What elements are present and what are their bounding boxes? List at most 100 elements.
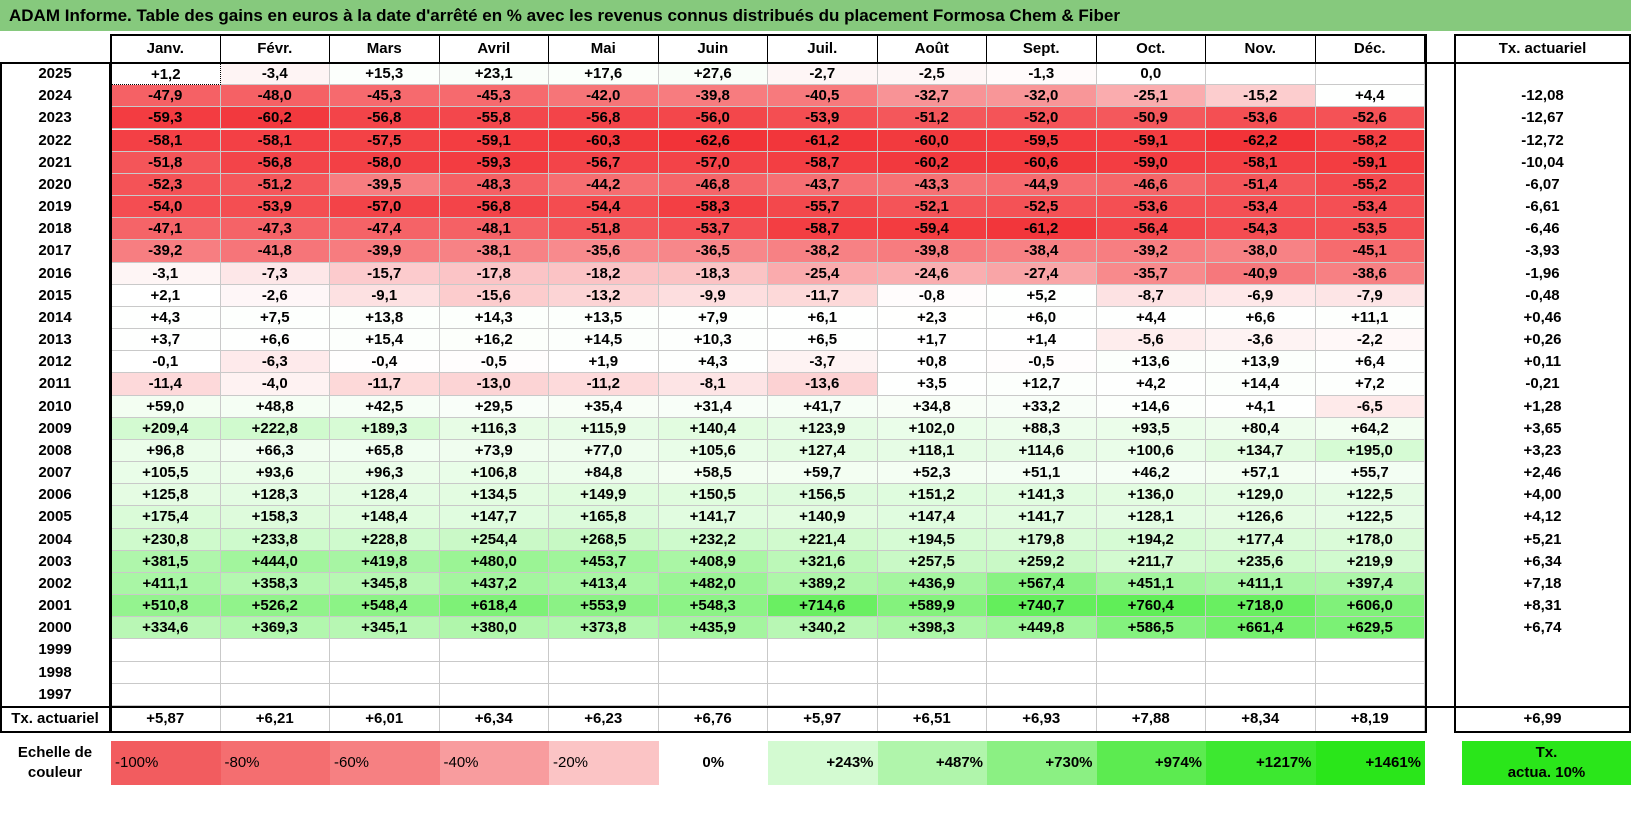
table-cell: -52,0 <box>987 107 1097 130</box>
table-cell: -51,8 <box>549 218 659 241</box>
rate-cell: -0,48 <box>1525 286 1560 304</box>
year-label: 2015 <box>38 286 72 304</box>
table-cell: +35,4 <box>549 395 659 418</box>
table-cell: -15,6 <box>439 284 549 307</box>
table-cell: +129,0 <box>1206 484 1316 507</box>
table-cell: -60,6 <box>987 151 1097 174</box>
table-cell: -59,0 <box>1096 151 1206 174</box>
table-cell: -0,8 <box>877 284 987 307</box>
table-cell <box>1206 683 1316 706</box>
table-cell: +127,4 <box>768 439 878 463</box>
table-cell: +77,0 <box>549 439 659 463</box>
footer-rate: +5,87 <box>111 707 221 731</box>
table-cell: -59,1 <box>1315 151 1425 174</box>
table-cell: +123,9 <box>768 417 878 440</box>
table-cell: +88,3 <box>987 417 1097 440</box>
table-cell: +178,0 <box>1315 528 1425 551</box>
rate-cell: +6,74 <box>1523 619 1562 637</box>
table-cell: +411,1 <box>111 572 221 596</box>
table-cell: +150,5 <box>658 484 768 507</box>
table-cell <box>768 639 878 662</box>
table-cell: +100,6 <box>1096 439 1206 463</box>
year-label: 2009 <box>38 419 72 437</box>
table-cell: -0,4 <box>330 351 440 374</box>
month-header: Déc. <box>1315 35 1425 63</box>
table-cell: -39,2 <box>1096 240 1206 263</box>
table-cell: -56,8 <box>220 151 330 174</box>
table-cell: -53,4 <box>1315 196 1425 219</box>
table-cell: -8,1 <box>658 373 768 396</box>
table-cell <box>330 683 440 706</box>
color-scale-label-line1: Echelle de <box>17 744 93 761</box>
rate-cell: +2,46 <box>1523 464 1562 482</box>
footer-rate: +6,21 <box>221 707 330 731</box>
table-cell: +3,5 <box>877 373 987 396</box>
rate-cell: -6,46 <box>1525 220 1560 238</box>
table-cell: +714,6 <box>768 595 878 618</box>
table-cell: -0,5 <box>987 351 1097 374</box>
year-label: 1997 <box>38 685 72 703</box>
table-cell: +6,5 <box>768 329 878 352</box>
month-header: Nov. <box>1206 35 1316 63</box>
table-cell <box>439 661 549 684</box>
table-cell <box>1096 683 1206 706</box>
table-cell: +606,0 <box>1315 595 1425 618</box>
year-label: 2022 <box>38 131 72 149</box>
table-cell: -4,0 <box>220 373 330 396</box>
table-cell: +510,8 <box>111 595 221 618</box>
table-cell: -13,0 <box>439 373 549 396</box>
table-cell: -56,7 <box>549 151 659 174</box>
table-cell: -39,8 <box>877 240 987 263</box>
month-header: Juil. <box>768 35 878 63</box>
table-cell: -56,8 <box>330 107 440 130</box>
table-cell: +93,6 <box>220 462 330 485</box>
table-cell: -42,0 <box>549 85 659 108</box>
table-cell: -38,6 <box>1315 262 1425 285</box>
table-cell <box>111 683 221 706</box>
table-cell: +235,6 <box>1206 550 1316 573</box>
table-cell: +105,5 <box>111 462 221 485</box>
table-cell: +114,6 <box>987 439 1097 463</box>
color-scale-swatch: +974% <box>1096 741 1206 785</box>
table-cell: -40,9 <box>1206 262 1316 285</box>
table-cell: +84,8 <box>549 462 659 485</box>
table-cell: -3,6 <box>1206 329 1316 352</box>
table-cell: +106,8 <box>439 462 549 485</box>
table-cell: +149,9 <box>549 484 659 507</box>
table-cell: +11,1 <box>1315 306 1425 330</box>
year-label: 2018 <box>38 220 72 238</box>
color-scale-swatch: -60% <box>330 741 440 785</box>
color-scale-rate-swatch: Tx. actua. 10% <box>1462 741 1631 785</box>
table-cell: -60,2 <box>877 151 987 174</box>
table-cell: +345,1 <box>330 617 440 640</box>
table-cell: +548,3 <box>658 595 768 618</box>
table-cell: 0,0 <box>1096 63 1206 86</box>
table-cell: +118,1 <box>877 439 987 463</box>
table-cell: +151,2 <box>877 484 987 507</box>
rate-cell: +3,65 <box>1523 419 1562 437</box>
table-cell: -61,2 <box>987 218 1097 241</box>
table-cell: +122,5 <box>1315 506 1425 529</box>
table-cell: +4,4 <box>1096 306 1206 330</box>
table-cell: +57,1 <box>1206 462 1316 485</box>
table-cell: +408,9 <box>658 550 768 573</box>
table-cell: -44,2 <box>549 173 659 196</box>
year-label: 1999 <box>38 641 72 659</box>
table-cell: -45,3 <box>439 85 549 108</box>
table-cell: -35,6 <box>549 240 659 263</box>
table-cell: -58,1 <box>1206 151 1316 174</box>
table-cell <box>549 683 659 706</box>
table-cell: +34,8 <box>877 395 987 418</box>
table-cell: +27,6 <box>658 63 768 86</box>
table-cell: +345,8 <box>330 572 440 596</box>
table-cell: -45,1 <box>1315 240 1425 263</box>
table-cell: +7,5 <box>220 306 330 330</box>
table-cell: -59,5 <box>987 129 1097 152</box>
year-label: 2007 <box>38 464 72 482</box>
table-cell: +6,0 <box>987 306 1097 330</box>
footer-overall-rate: +6,99 <box>1523 710 1562 727</box>
rate-cell: -6,07 <box>1525 175 1560 193</box>
table-cell: -35,7 <box>1096 262 1206 285</box>
rate-swatch-line2: actua. 10% <box>1507 764 1586 781</box>
table-cell: -48,1 <box>439 218 549 241</box>
